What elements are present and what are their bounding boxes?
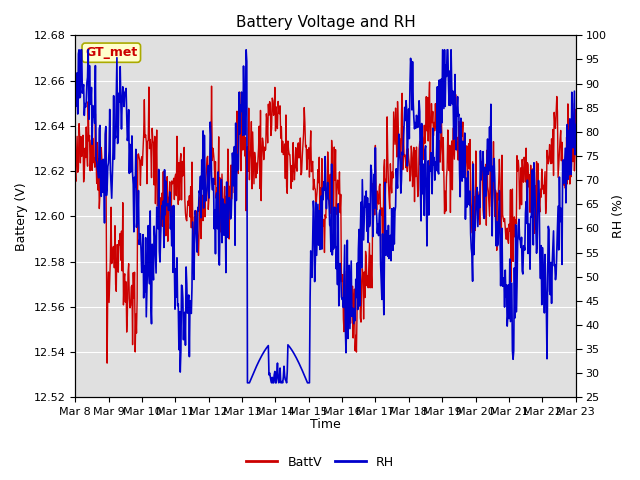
X-axis label: Time: Time [310, 419, 341, 432]
RH [244, 380, 252, 386]
Line: RH: RH [75, 50, 576, 383]
Title: Battery Voltage and RH: Battery Voltage and RH [236, 15, 415, 30]
BattV [426, 79, 433, 85]
BattV [103, 360, 111, 366]
BattV [406, 161, 413, 167]
BattV [248, 119, 255, 124]
RH [378, 297, 386, 302]
BattV [223, 196, 230, 202]
Text: GT_met: GT_met [85, 46, 138, 59]
RH [71, 109, 79, 115]
RH [572, 122, 580, 128]
RH [248, 374, 256, 380]
BattV [378, 212, 385, 218]
RH [267, 378, 275, 384]
Legend: BattV, RH: BattV, RH [241, 451, 399, 474]
RH [406, 83, 414, 88]
BattV [572, 107, 580, 112]
Line: BattV: BattV [75, 82, 576, 363]
BattV [266, 101, 274, 107]
BattV [131, 269, 138, 275]
Y-axis label: Battery (V): Battery (V) [15, 182, 28, 251]
RH [223, 179, 230, 185]
RH [76, 47, 83, 53]
RH [131, 175, 138, 180]
BattV [71, 168, 79, 174]
Y-axis label: RH (%): RH (%) [612, 194, 625, 238]
